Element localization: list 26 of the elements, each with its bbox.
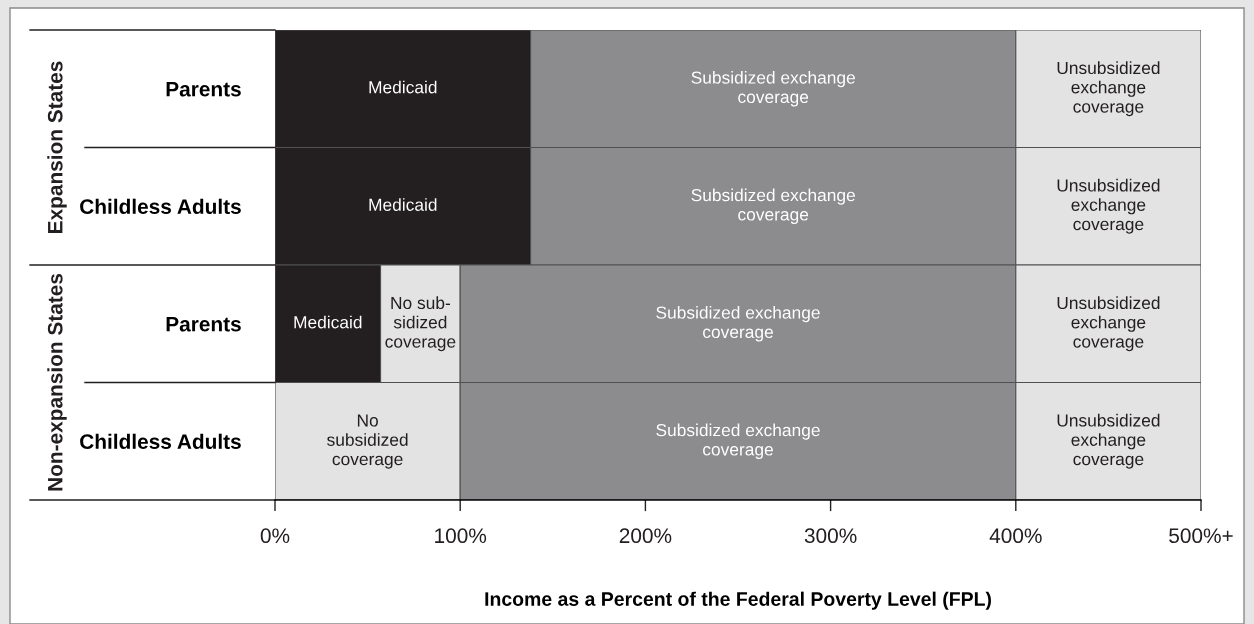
- data-label: Medicaid: [369, 198, 437, 211]
- data-label: Unsubsidized exchange coverage: [1057, 296, 1160, 352]
- y-tick-label: Childless Adults: [80, 433, 241, 449]
- x-tick-label: 200%: [619, 528, 672, 544]
- data-label: No sub- sidized coverage: [385, 296, 456, 352]
- data-label: Subsidized exchange coverage: [691, 188, 855, 225]
- data-label: Unsubsidized exchange coverage: [1057, 413, 1160, 469]
- data-label: Unsubsidized exchange coverage: [1057, 61, 1160, 117]
- y-tick-label: Parents: [166, 316, 241, 332]
- x-axis-title: Income as a Percent of the Federal Poverty Level (FPL): [485, 591, 991, 610]
- x-tick-label: 100%: [435, 528, 487, 544]
- text: Expansion States: [47, 61, 67, 233]
- data-label: Subsidized exchange coverage: [656, 305, 820, 342]
- x-tick-label: 300%: [804, 528, 857, 544]
- x-tick-label: 500%+: [1169, 528, 1233, 544]
- data-label: Subsidized exchange coverage: [656, 423, 820, 460]
- y-tick-label: Parents: [166, 81, 241, 97]
- y-tick-label: Childless Adults: [80, 198, 241, 214]
- data-label: Unsubsidized exchange coverage: [1057, 178, 1160, 234]
- data-label: Medicaid: [369, 80, 437, 94]
- data-label: Subsidized exchange coverage: [691, 70, 855, 107]
- data-label: No subsidized coverage: [327, 414, 408, 469]
- text: Non-expansion States: [47, 273, 67, 491]
- x-tick-label: 0%: [260, 528, 290, 544]
- x-tick-label: 400%: [989, 528, 1042, 544]
- data-label: Medicaid: [294, 315, 362, 329]
